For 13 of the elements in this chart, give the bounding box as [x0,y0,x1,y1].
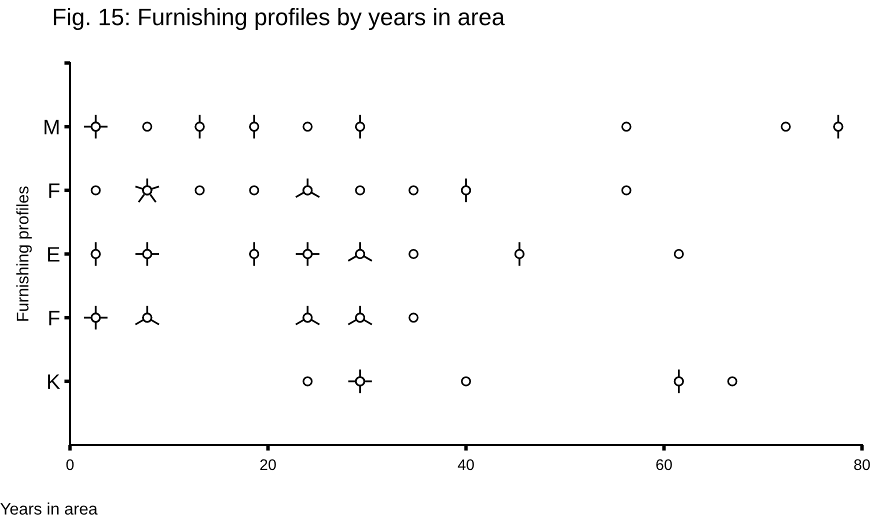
y-tick-label: E [48,247,60,262]
y-tick-label: F [49,310,60,326]
y-axis-title: Furnishing profiles [16,186,32,321]
y-tick-label: K [48,374,60,389]
x-tick-label: 60 [656,459,672,470]
x-tick-label: 40 [458,459,474,470]
x-tick-label: 0 [66,459,74,470]
y-tick-label: F [49,184,60,198]
x-tick-label: 20 [260,459,276,470]
chart-title: Fig. 15: Furnishing profiles by years in area [54,8,505,30]
x-tick-label: 80 [854,459,870,470]
y-tick-label: M [44,120,59,134]
x-axis-title: Years in area [0,502,98,515]
